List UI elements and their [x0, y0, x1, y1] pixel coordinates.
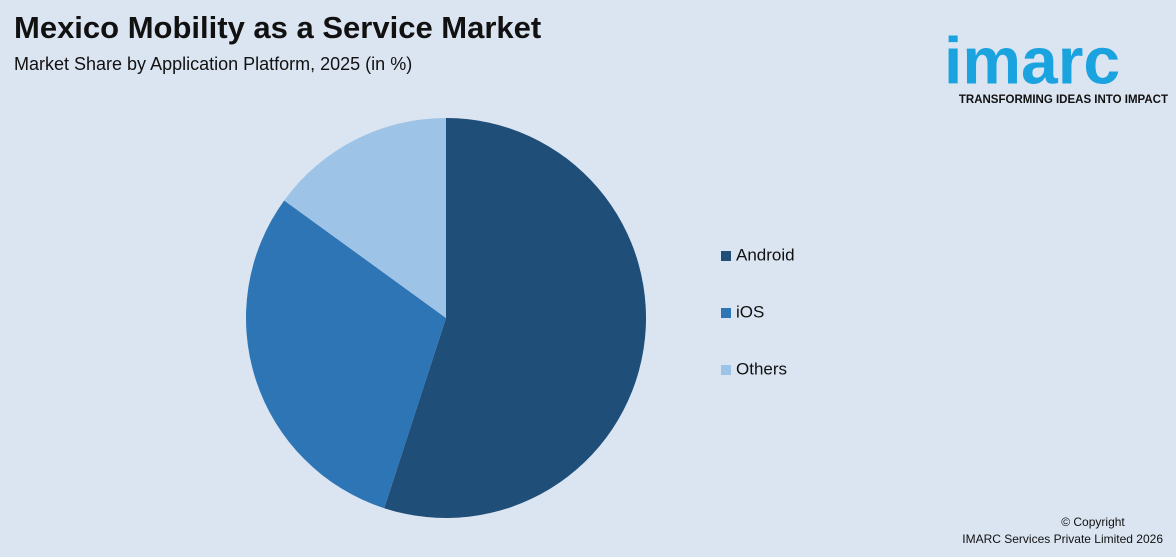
chart-subtitle: Market Share by Application Platform, 20… — [14, 54, 412, 74]
logo: imarc — [944, 23, 1120, 97]
legend-label: iOS — [736, 302, 764, 321]
pie-slice — [245, 200, 446, 509]
legend-swatch — [721, 308, 731, 318]
legend-swatch — [721, 365, 731, 375]
legend-label: Others — [736, 359, 787, 378]
pie-slice — [384, 118, 646, 518]
legend-swatch — [721, 251, 731, 261]
tagline: TRANSFORMING IDEAS INTO IMPACT — [959, 94, 1168, 106]
chart-title: Mexico Mobility as a Service Market — [14, 10, 541, 45]
legend-label: Android — [736, 245, 795, 264]
company: IMARC Services Private Limited 2026 — [962, 532, 1163, 546]
pie-slice — [284, 118, 446, 318]
copyright: © Copyright — [1061, 515, 1125, 529]
